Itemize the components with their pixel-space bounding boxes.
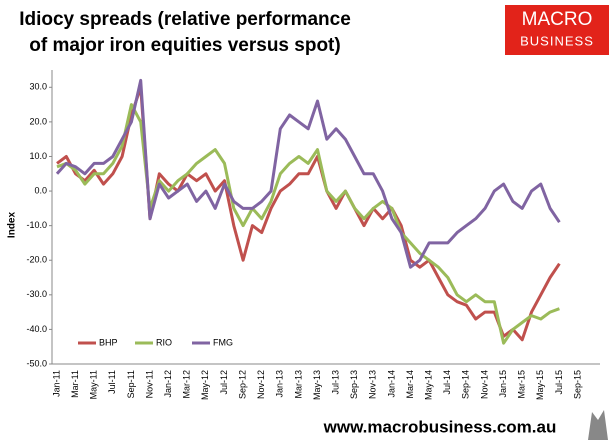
y-axis-title: Index [7,212,18,239]
legend-label: BHP [99,337,118,347]
x-tick-label: Mar-11 [70,370,80,398]
x-tick-label: Jan-12 [163,370,173,398]
x-tick-label: Jan-15 [498,370,508,398]
chart-title: of major iron equities versus spot) [29,35,340,56]
footer: www.macrobusiness.com.au [323,417,557,436]
x-tick-label: May-14 [424,370,434,400]
y-tick-label: 10.0 [29,151,47,161]
x-tick-label: Mar-12 [182,370,192,399]
x-tick-label: Sep-13 [349,370,359,399]
chart-title: Idiocy spreads (relative performance [19,9,351,30]
x-tick-label: Sep-15 [572,370,582,399]
x-tick-label: Jul-13 [330,370,340,395]
wolf-icon [588,410,608,440]
series-line [55,78,561,269]
x-tick-label: Nov-14 [479,370,489,399]
x-tick-label: Mar-13 [293,370,303,399]
logo-text: MACRO [522,9,593,30]
x-tick-label: Jul-11 [107,370,117,394]
x-tick-label: May-11 [89,370,99,399]
x-tick-label: Jul-15 [554,370,564,395]
y-tick-label: 0.0 [34,185,47,195]
x-tick-label: Nov-13 [368,370,378,399]
legend-label: RIO [156,337,172,347]
x-tick-label: May-13 [312,370,322,400]
y-tick-label: 20.0 [29,116,47,126]
y-tick-label: 30.0 [29,82,47,92]
legend-label: FMG [213,337,233,347]
x-tick-label: Jan-11 [51,370,61,397]
x-tick-label: Jul-12 [219,370,229,395]
x-tick-label: Sep-12 [237,370,247,399]
x-tick-label: Nov-11 [144,370,154,398]
x-tick-label: Mar-15 [517,370,527,399]
x-tick-label: Nov-12 [256,370,266,399]
x-tick-label: Jul-14 [442,370,452,395]
x-tick-label: Sep-11 [126,370,136,398]
y-tick-label: -30.0 [26,289,47,299]
logo-box [505,5,609,55]
x-tick-label: May-15 [535,370,545,400]
series-line [56,103,560,345]
x-tick-label: Mar-14 [405,370,415,399]
x-tick-label: May-12 [200,370,210,400]
x-tick-label: Sep-14 [461,370,471,399]
logo-text: BUSINESS [520,33,594,48]
y-tick-label: -40.0 [26,324,47,334]
y-tick-label: -10.0 [26,220,47,230]
y-tick-label: -20.0 [26,255,47,265]
y-tick-label: -50.0 [26,358,47,368]
x-tick-label: Jan-14 [386,370,396,398]
x-tick-label: Jan-13 [275,370,285,398]
